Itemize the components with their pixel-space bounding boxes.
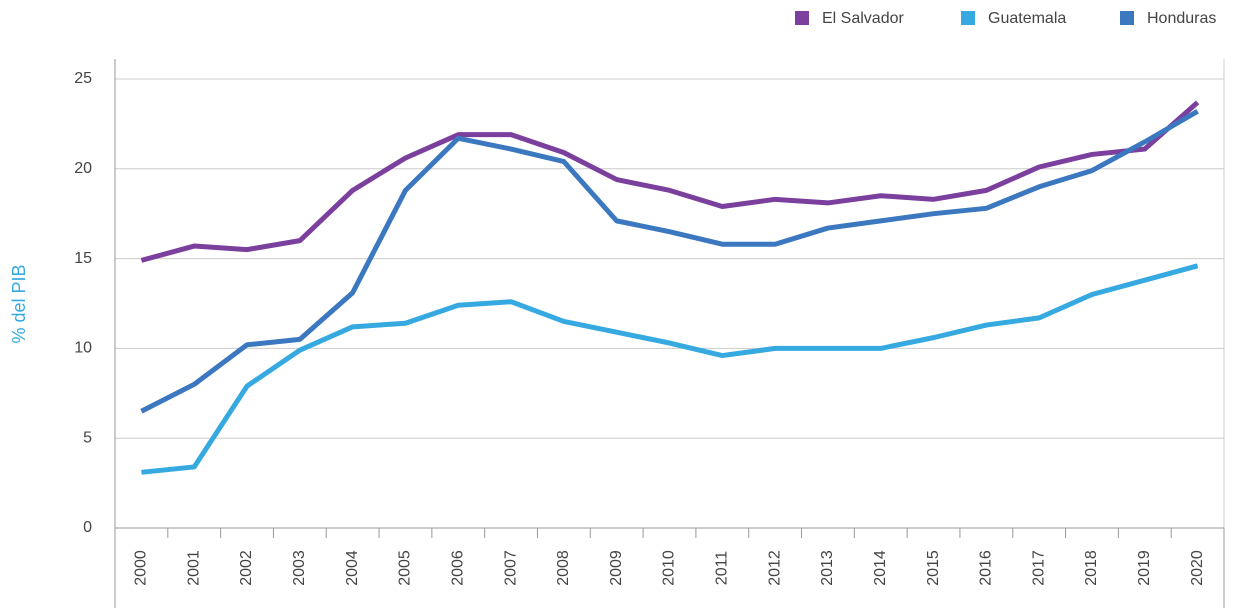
legend-swatch [1120,11,1134,25]
legend-label: Honduras [1147,10,1216,27]
x-tick-label: 2005 [397,550,414,586]
x-tick-label: 2009 [608,550,625,586]
x-tick-label: 2016 [978,550,995,586]
x-tick-label: 2000 [133,550,150,586]
y-tick-label: 0 [83,519,92,536]
x-tick-label: 2018 [1083,550,1100,586]
x-tick-label: 2001 [185,550,202,586]
legend-label: Guatemala [988,10,1066,27]
x-tick-label: 2014 [872,550,889,586]
x-tick-label: 2017 [1030,550,1047,586]
y-tick-label: 25 [74,70,92,87]
x-tick-label: 2019 [1136,550,1153,586]
line-series [140,100,1200,263]
y-tick-label: 10 [74,340,92,357]
x-tick-label: 2007 [502,550,519,586]
y-axis-label: % del PIB [9,264,29,343]
line-series [141,263,1199,475]
line-series [140,109,1199,414]
legend-label: El Salvador [822,10,904,27]
x-tick-label: 2020 [1189,550,1206,586]
x-tick-label: 2010 [661,550,678,586]
x-tick-label: 2013 [819,550,836,586]
x-tick-label: 2002 [238,550,255,586]
y-tick-label: 15 [74,250,92,267]
legend-swatch [795,11,809,25]
y-tick-label: 20 [74,160,92,177]
x-tick-label: 2003 [291,550,308,586]
x-tick-label: 2011 [714,551,731,586]
legend-swatch [961,11,975,25]
x-tick-label: 2004 [344,550,361,586]
x-tick-label: 2006 [449,550,466,586]
x-tick-label: 2015 [925,550,942,586]
y-tick-label: 5 [83,429,92,446]
x-tick-label: 2008 [555,550,572,586]
x-tick-label: 2012 [766,550,783,586]
